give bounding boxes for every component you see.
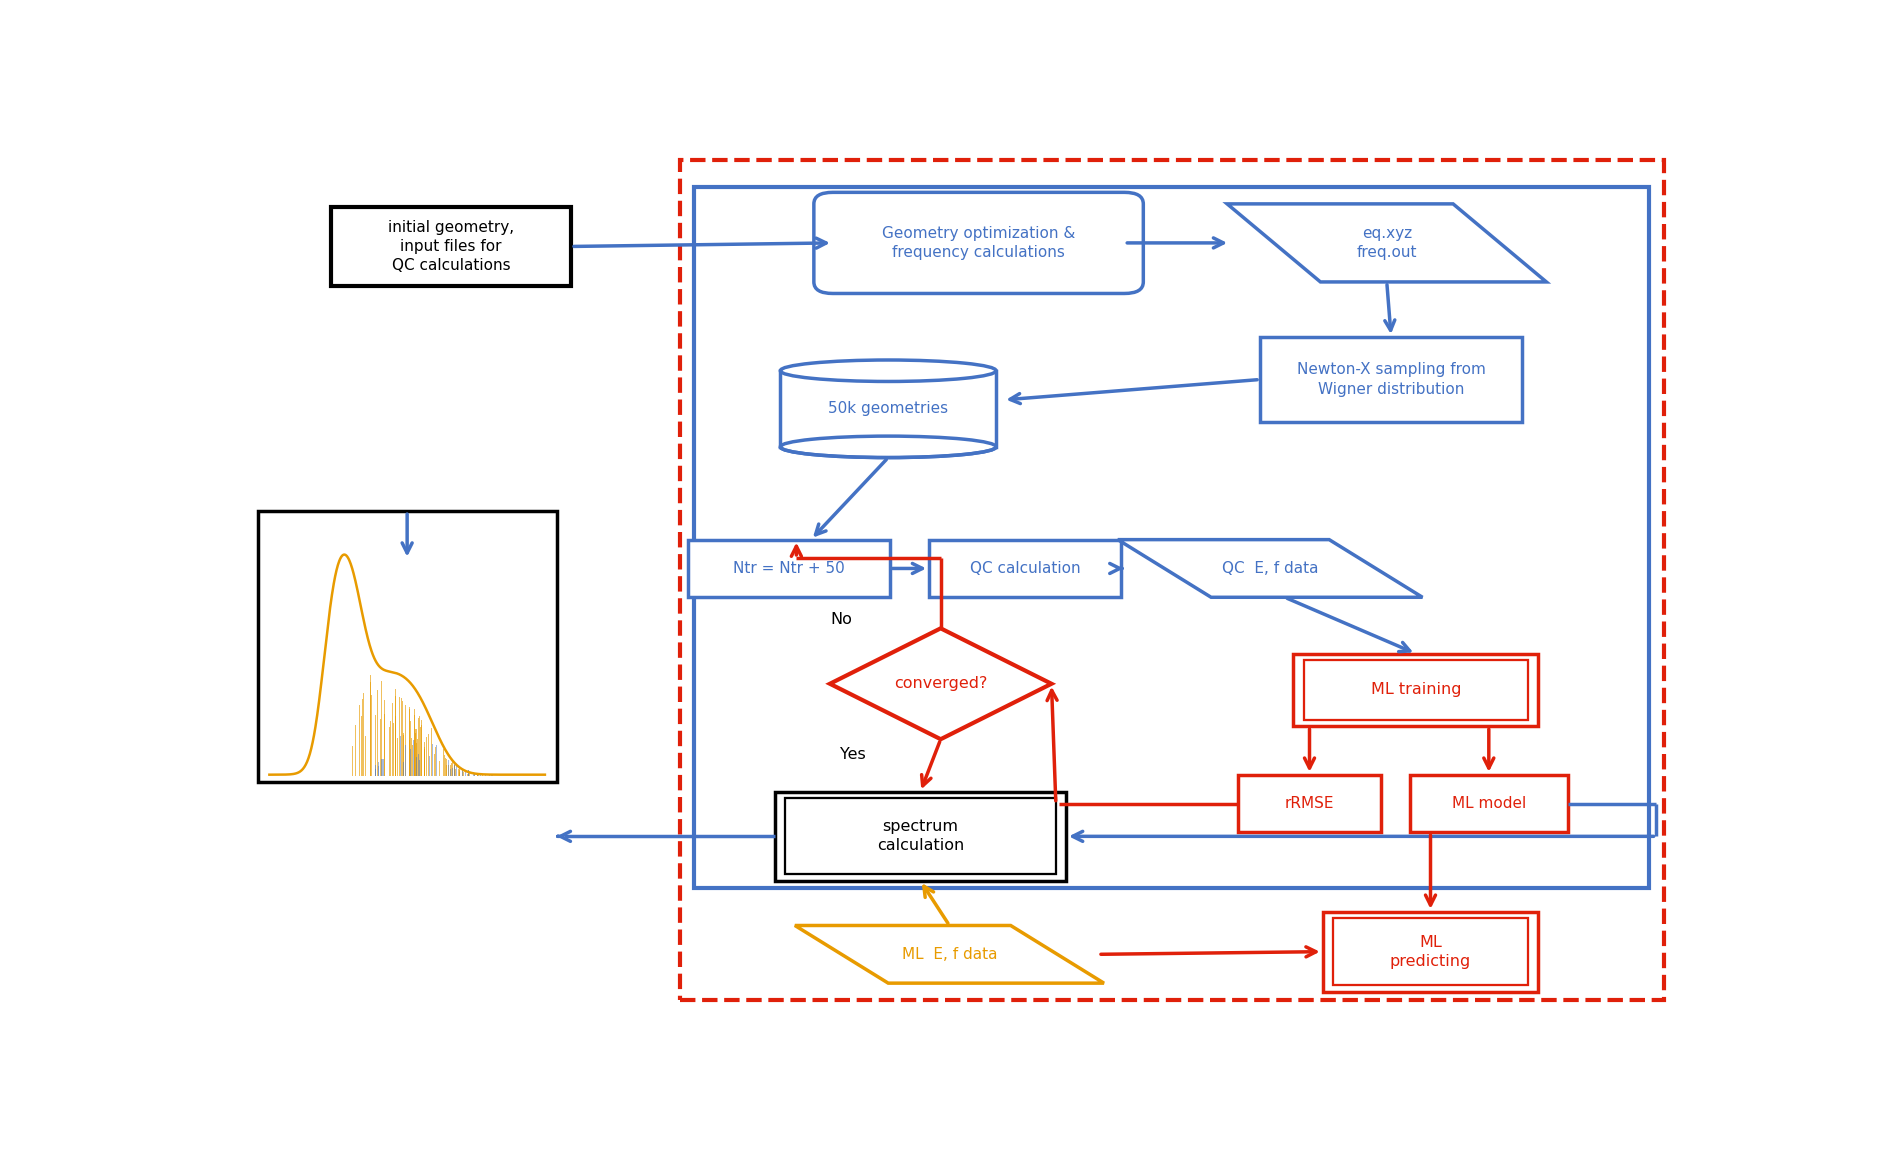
Text: rRMSE: rRMSE	[1284, 796, 1333, 811]
Bar	[1322, 911, 1538, 992]
Polygon shape	[795, 925, 1104, 983]
Polygon shape	[829, 628, 1051, 740]
Bar	[929, 539, 1120, 597]
Polygon shape	[1117, 539, 1421, 597]
Text: ML model: ML model	[1451, 796, 1525, 811]
Text: ML
predicting: ML predicting	[1389, 934, 1470, 969]
Polygon shape	[1226, 204, 1545, 282]
Text: Newton-X sampling from
Wigner distribution: Newton-X sampling from Wigner distributi…	[1295, 363, 1485, 396]
Text: converged?: converged?	[893, 676, 987, 691]
Bar	[1410, 774, 1566, 833]
Text: Ntr = Ntr + 50: Ntr = Ntr + 50	[733, 561, 844, 576]
Text: ML training: ML training	[1371, 682, 1461, 697]
Bar	[1303, 660, 1527, 720]
Ellipse shape	[780, 437, 996, 457]
Text: No: No	[831, 613, 852, 628]
Text: ML  E, f data: ML E, f data	[901, 947, 996, 962]
Text: spectrum
calculation: spectrum calculation	[876, 819, 963, 854]
Bar	[1293, 653, 1538, 727]
Text: initial geometry,
input files for
QC calculations: initial geometry, input files for QC cal…	[387, 220, 513, 273]
Bar	[331, 206, 572, 287]
Text: eq.xyz
freq.out: eq.xyz freq.out	[1355, 226, 1416, 260]
Bar	[258, 511, 556, 782]
Bar	[1237, 774, 1380, 833]
Text: Geometry optimization &
frequency calculations: Geometry optimization & frequency calcul…	[882, 226, 1075, 260]
Text: QC  E, f data: QC E, f data	[1222, 561, 1318, 576]
Text: 50k geometries: 50k geometries	[827, 401, 948, 416]
FancyBboxPatch shape	[814, 192, 1143, 294]
Bar	[679, 159, 1662, 1000]
Text: QC calculation: QC calculation	[970, 561, 1079, 576]
Bar	[784, 798, 1055, 874]
Bar	[694, 187, 1649, 888]
Bar	[1260, 336, 1521, 422]
Ellipse shape	[780, 359, 996, 381]
Bar	[688, 539, 889, 597]
Bar	[775, 791, 1066, 880]
Bar	[780, 371, 996, 447]
Bar	[1333, 918, 1527, 985]
Text: Yes: Yes	[840, 748, 865, 763]
